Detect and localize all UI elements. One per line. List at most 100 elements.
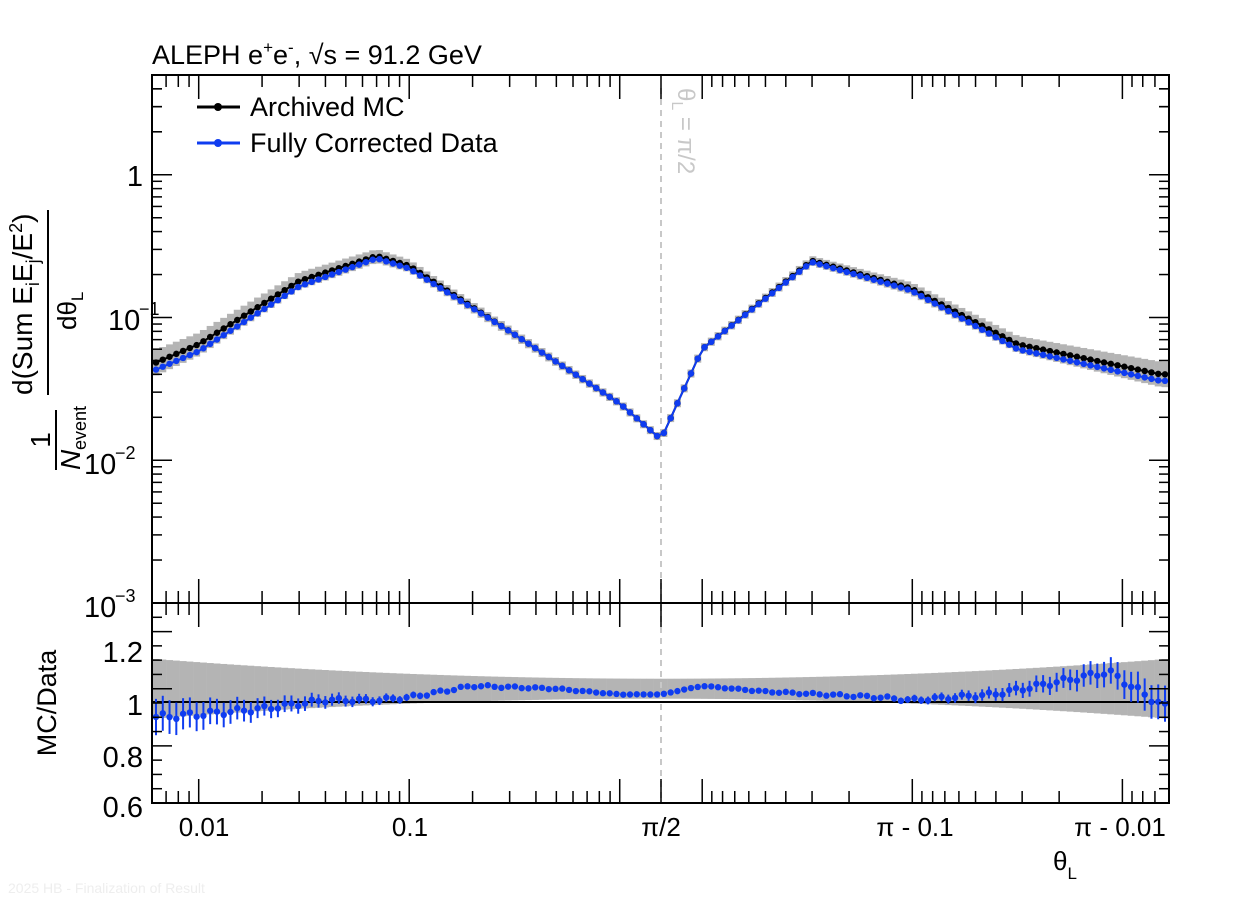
ratio-point <box>972 694 979 701</box>
band-bin-ratio <box>809 676 817 701</box>
band-bin-ratio <box>199 662 207 715</box>
ratio-point <box>782 688 789 696</box>
band-bin-ratio <box>775 677 783 700</box>
band-bin-ratio <box>423 674 431 703</box>
ratio-point <box>1033 680 1040 687</box>
ratio-point <box>1006 686 1013 694</box>
ratio-point <box>1127 683 1135 691</box>
band-bin-ratio <box>606 678 614 699</box>
ratio-point <box>1080 672 1087 679</box>
band-bin-ratio <box>220 663 228 714</box>
svg-text:−2: −2 <box>115 443 136 463</box>
band-bin-ratio <box>315 669 323 708</box>
band-bin-ratio <box>863 675 871 702</box>
band-bin-ratio <box>382 672 390 705</box>
title-sup1: + <box>263 38 273 57</box>
ratio-point <box>504 683 512 690</box>
ratio-point <box>200 712 207 720</box>
guide-label-rest: = π/2 <box>672 110 699 174</box>
series-fully-corrected-data <box>152 255 1169 440</box>
band-bin-ratio <box>924 673 932 705</box>
ratio-point <box>918 697 925 704</box>
ratio-point <box>599 690 607 697</box>
ratio-point <box>220 711 227 719</box>
band-bin-ratio <box>294 668 302 709</box>
ratio-point <box>484 682 492 689</box>
ratio-point <box>904 696 911 703</box>
ratio-point <box>206 707 214 714</box>
band-bin-ratio <box>335 670 343 707</box>
ylabel-num-E: E <box>7 263 38 282</box>
band-bin-ratio <box>816 676 824 701</box>
band-bin-ratio <box>247 665 255 712</box>
ratio-point <box>579 687 586 695</box>
band-bin-ratio <box>938 672 946 705</box>
ratio-point <box>884 693 891 700</box>
band-bin-ratio <box>369 672 377 706</box>
ratio-point <box>254 704 261 712</box>
ratio-point <box>572 687 580 695</box>
ratio-point <box>450 686 458 694</box>
ratio-point <box>457 683 464 691</box>
band-bin-ratio <box>768 677 776 700</box>
ratio-point <box>769 689 776 696</box>
svg-text:−1: −1 <box>139 299 160 319</box>
band-bin-ratio <box>890 674 898 703</box>
ratio-point <box>606 690 613 697</box>
ratio-point <box>498 684 505 692</box>
ratio-point <box>721 685 729 692</box>
band-bin-ratio <box>640 678 648 699</box>
ratio-point <box>342 697 349 705</box>
ratio-point <box>552 685 559 693</box>
ratio-point <box>823 692 830 699</box>
ratio-point <box>843 693 850 700</box>
band-bin-ratio <box>308 669 316 709</box>
title-rest: , √s = 91.2 GeV <box>294 40 482 70</box>
band-bin-ratio <box>301 668 309 709</box>
ratio-point <box>430 688 437 696</box>
band-bin-ratio <box>646 678 654 699</box>
band-bin-ratio <box>274 667 282 711</box>
ratio-point <box>193 713 200 720</box>
legend: Archived MC Fully Corrected Data <box>197 92 499 158</box>
band-bin-ratio <box>917 673 925 704</box>
svg-text:10: 10 <box>84 592 116 624</box>
ratio-point <box>1114 672 1121 680</box>
ratio-point <box>328 696 336 703</box>
ratio-point <box>985 689 993 696</box>
band-bin-ratio <box>287 668 295 710</box>
ratio-point <box>978 691 986 699</box>
ratio-point <box>938 693 945 700</box>
main-y-axis-label: 1 N event d(Sum EiEj/E2) dθL <box>6 210 90 470</box>
ylabel-num-i: i <box>23 282 43 286</box>
guide-label-sub: L <box>668 101 685 110</box>
band-bin-ratio <box>965 671 973 707</box>
x-axis-label: θL <box>1053 846 1077 883</box>
ratio-point <box>173 715 180 723</box>
ratio-point <box>532 684 539 691</box>
ytick-label-1e-2: 10 −2 <box>84 443 136 481</box>
ratio-point <box>755 687 762 694</box>
band-bin-ratio <box>660 678 668 699</box>
band-bin-ratio <box>1087 664 1095 713</box>
ratio-point <box>1094 672 1101 679</box>
band-bin-ratio <box>958 671 966 706</box>
ratio-point <box>389 695 397 702</box>
band-bin-ratio <box>179 661 187 717</box>
ratio-point <box>396 696 403 704</box>
legend-label-mc: Archived MC <box>250 92 405 122</box>
ratio-point <box>423 692 431 699</box>
band-bin-ratio <box>877 674 885 703</box>
title-sup2: - <box>288 38 294 57</box>
ratio-point <box>1060 674 1067 682</box>
band-bin-ratio <box>619 678 627 699</box>
band-bin-ratio <box>267 666 275 711</box>
ratio-point <box>1053 679 1060 686</box>
ratio-point <box>477 683 485 690</box>
ratio-point <box>1073 677 1081 684</box>
ratio-point <box>383 694 390 701</box>
band-bin-ratio <box>206 663 214 715</box>
ratio-point <box>701 683 708 690</box>
ratio-point <box>525 685 532 692</box>
ratio-point <box>870 695 878 702</box>
